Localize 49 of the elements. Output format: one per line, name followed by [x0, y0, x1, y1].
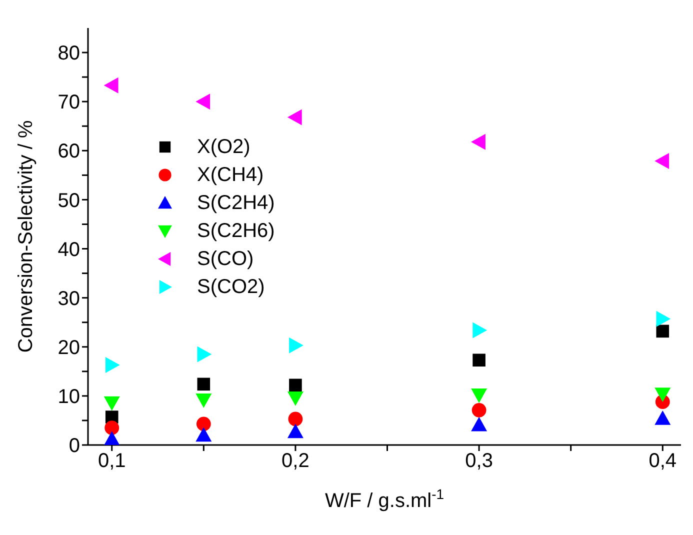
- point: [471, 388, 488, 403]
- y-tick-label: 70: [58, 92, 80, 114]
- legend-label: S(CO): [197, 248, 254, 270]
- y-tick-label: 50: [58, 190, 80, 212]
- y-tick-label: 40: [58, 238, 80, 261]
- point: [287, 392, 304, 406]
- legend-label: S(C2H4): [197, 192, 275, 214]
- x-tick-label: 0,4: [648, 450, 677, 472]
- y-tick-label: 30: [58, 288, 80, 310]
- point: [196, 94, 210, 110]
- point: [471, 134, 486, 150]
- x-tick-label: 0,3: [465, 450, 493, 472]
- y-tick-label: 20: [58, 336, 80, 359]
- y-tick-label: 60: [58, 140, 80, 163]
- point: [654, 410, 671, 425]
- point: [104, 77, 118, 94]
- point: [104, 396, 120, 411]
- x-tick-label: 0,1: [98, 450, 126, 472]
- point: [654, 152, 670, 169]
- point: [656, 310, 671, 327]
- point: [197, 346, 212, 362]
- x-axis-title: W/F / g.s.ml$^{-1}$: [324, 486, 444, 512]
- legend-label: X(CH4): [197, 164, 264, 186]
- point: [288, 412, 303, 426]
- point: [196, 393, 212, 408]
- point: [105, 357, 120, 374]
- point: [196, 427, 212, 442]
- y-tick-label: 10: [58, 386, 80, 408]
- point: [289, 378, 302, 392]
- point: [104, 420, 120, 436]
- legend-label: X(O2): [197, 136, 250, 158]
- y-axis-title: Conversion-Selectivity / %: [15, 120, 37, 353]
- point: [471, 416, 488, 432]
- point: [289, 337, 304, 354]
- point: [197, 378, 210, 391]
- x-tick-label: 0,2: [282, 450, 310, 472]
- legend-label: S(C2H6): [197, 220, 275, 242]
- point: [472, 402, 486, 418]
- y-tick-label: 80: [58, 42, 80, 65]
- point: [104, 431, 120, 445]
- point: [196, 416, 211, 432]
- point: [287, 109, 302, 126]
- point: [472, 354, 486, 367]
- point: [656, 324, 670, 338]
- point: [472, 322, 488, 338]
- legend-label: S(CO2): [197, 276, 265, 298]
- point: [654, 388, 671, 402]
- point: [287, 424, 304, 438]
- y-tick-label: 0: [68, 435, 80, 458]
